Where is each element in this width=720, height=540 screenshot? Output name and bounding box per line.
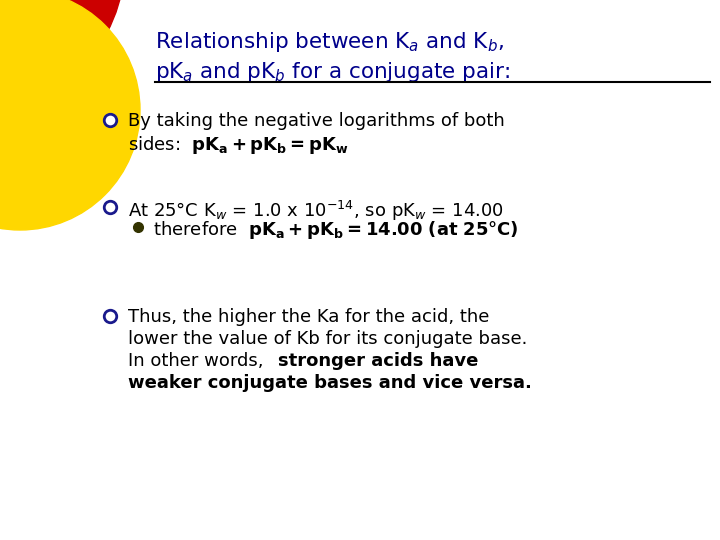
Text: stronger acids have: stronger acids have (278, 352, 478, 370)
Circle shape (0, 0, 140, 230)
Circle shape (0, 0, 125, 115)
Text: Thus, the higher the Ka for the acid, the: Thus, the higher the Ka for the acid, th… (128, 308, 490, 326)
Text: weaker conjugate bases and vice versa.: weaker conjugate bases and vice versa. (128, 374, 532, 392)
Text: In other words,: In other words, (128, 352, 269, 370)
Text: therefore  $\mathbf{pK_a + pK_b = 14.00\ (at\ 25°C)}$: therefore $\mathbf{pK_a + pK_b = 14.00\ … (153, 219, 518, 241)
Text: sides:  $\mathbf{pK_a + pK_b = pK_w}$: sides: $\mathbf{pK_a + pK_b = pK_w}$ (128, 134, 348, 156)
Text: lower the value of Kb for its conjugate base.: lower the value of Kb for its conjugate … (128, 330, 527, 348)
Text: pK$_a$ and pK$_b$ for a conjugate pair:: pK$_a$ and pK$_b$ for a conjugate pair: (155, 60, 510, 84)
Text: Relationship between K$_a$ and K$_b$,: Relationship between K$_a$ and K$_b$, (155, 30, 504, 54)
Text: By taking the negative logarithms of both: By taking the negative logarithms of bot… (128, 112, 505, 130)
Text: At 25°C K$_w$ = 1.0 x 10$^{-14}$, so pK$_w$ = 14.00: At 25°C K$_w$ = 1.0 x 10$^{-14}$, so pK$… (128, 199, 504, 223)
